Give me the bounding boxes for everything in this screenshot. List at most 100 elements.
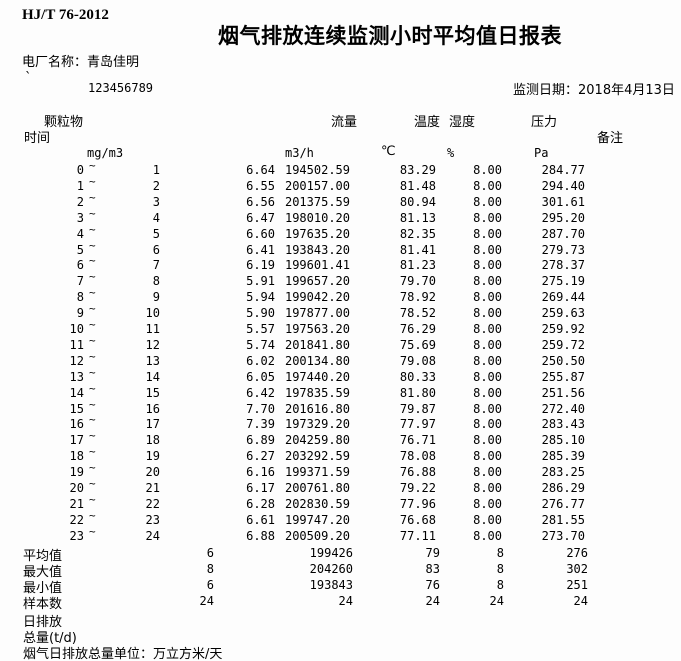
summary-humidity-value: 8 [496,562,504,576]
summary-pm-value: 6 [206,546,214,560]
summary-humidity-value: 8 [496,578,504,592]
summary-row-label: 平均值 [23,549,63,564]
temperature-value: 79.22 [399,481,436,495]
temperature-value: 79.08 [399,353,436,368]
hour-start-value: 19 [69,465,84,480]
humidity-value: 8.00 [473,290,502,305]
temperature-value: 80.94 [399,194,436,209]
summary-row-label: 最小值 [23,581,63,596]
hour-start-value: 22 [69,512,84,527]
serial-number: 123456789 [88,81,154,95]
tilde-separator: ~ [89,492,96,506]
table-row: 20 ~ 21 6.17 200761.80 79.22 8.00 286.29 [0,477,681,497]
pm-value: 6.55 [246,178,275,193]
hour-start-value: 5 [76,242,84,257]
tilde-separator: ~ [89,365,96,379]
column-header-humidity: 湿度 [449,115,476,130]
report-title: 烟气排放连续监测小时平均值日报表 [218,24,562,48]
pressure-value: 251.56 [541,385,585,400]
tilde-separator: ~ [89,190,96,204]
pressure-value: 301.61 [541,194,585,209]
tilde-separator: ~ [89,524,96,538]
pressure-value: 281.55 [541,512,585,527]
flow-value: 201841.80 [284,337,350,352]
summary-temp-value: 24 [425,594,440,608]
tilde-separator: ~ [89,429,96,443]
pm-value: 6.16 [246,465,275,480]
flow-value: 197635.20 [284,226,350,241]
hour-end-value: 24 [145,528,160,543]
hour-start-value: 16 [69,417,84,432]
tilde-separator: ~ [89,206,96,220]
table-row: 6 ~ 7 6.19 199601.41 81.23 8.00 278.37 [0,254,681,274]
hour-end-value: 12 [145,337,160,352]
pressure-value: 283.25 [541,465,585,480]
tilde-separator: ~ [89,477,96,490]
pressure-value: 283.43 [541,417,585,432]
daily-emission-label-line2: 总量(t/d) [23,631,77,646]
summary-flow-value: 24 [338,594,353,608]
table-row: 14 ~ 15 6.42 197835.59 81.80 8.00 251.56 [0,382,681,402]
summary-row: 最小值 6 193843 76 8 251 [0,577,681,596]
summary-pressure-value: 302 [566,562,588,576]
flow-value: 204259.80 [284,433,350,448]
table-row: 18 ~ 19 6.27 203292.59 78.08 8.00 285.39 [0,445,681,465]
pressure-value: 276.77 [541,496,585,511]
tilde-separator: ~ [89,333,96,347]
humidity-value: 8.00 [473,496,502,511]
table-row: 13 ~ 14 6.05 197440.20 80.33 8.00 255.87 [0,366,681,386]
summary-pressure-value: 276 [566,546,588,560]
hour-end-value: 15 [145,385,160,400]
hour-start-value: 10 [69,322,84,336]
flow-value: 200134.80 [284,353,350,368]
humidity-value: 8.00 [473,274,502,289]
hour-start-value: 15 [69,401,84,416]
table-row: 23 ~ 24 6.88 200509.20 77.11 8.00 273.70 [0,525,681,545]
temperature-value: 78.52 [399,306,436,321]
pm-value: 6.47 [246,210,275,225]
hour-start-value: 2 [76,194,84,209]
column-header-flow: 流量 [331,115,358,130]
table-row: 4 ~ 5 6.60 197635.20 82.35 8.00 287.70 [0,223,681,243]
hour-start-value: 4 [76,226,84,241]
summary-temp-value: 83 [425,562,440,576]
tilde-separator: ~ [89,302,96,316]
hour-end-value: 17 [145,417,160,432]
unit-humidity: % [447,146,455,160]
hour-end-value: 8 [152,274,160,289]
pm-value: 5.91 [246,274,275,289]
flow-value: 201375.59 [284,194,350,209]
flow-value: 200509.20 [284,528,350,543]
flow-value: 199657.20 [284,274,350,289]
pressure-value: 272.40 [541,401,585,416]
hour-start-value: 21 [69,496,84,511]
hour-start-value: 11 [69,337,84,352]
table-row: 19 ~ 20 6.16 199371.59 76.88 8.00 283.25 [0,461,681,481]
table-row: 2 ~ 3 6.56 201375.59 80.94 8.00 301.61 [0,191,681,211]
pm-value: 6.28 [246,496,275,511]
footer-note: 烟气日排放总量单位：万立方米/天 [23,647,223,661]
table-row: 1 ~ 2 6.55 200157.00 81.48 8.00 294.40 [0,175,681,195]
hour-start-value: 3 [76,210,84,225]
hour-start-value: 0 [76,163,84,177]
flow-value: 197877.00 [284,306,350,321]
hour-end-value: 13 [145,353,160,368]
pm-value: 6.61 [246,512,275,527]
pressure-value: 250.50 [541,353,585,368]
summary-pressure-value: 24 [573,594,588,608]
humidity-value: 8.00 [473,242,502,257]
pressure-value: 273.70 [541,528,585,543]
temperature-value: 77.11 [399,528,436,543]
hour-end-value: 19 [145,449,160,464]
humidity-value: 8.00 [473,258,502,273]
humidity-value: 8.00 [473,433,502,448]
temperature-value: 81.41 [399,242,436,257]
pm-value: 6.42 [246,385,275,400]
hour-start-value: 1 [76,178,84,193]
humidity-value: 8.00 [473,417,502,432]
flow-value: 202830.59 [284,496,350,511]
humidity-value: 8.00 [473,163,502,177]
pm-value: 6.02 [246,353,275,368]
tilde-separator: ~ [89,413,96,427]
